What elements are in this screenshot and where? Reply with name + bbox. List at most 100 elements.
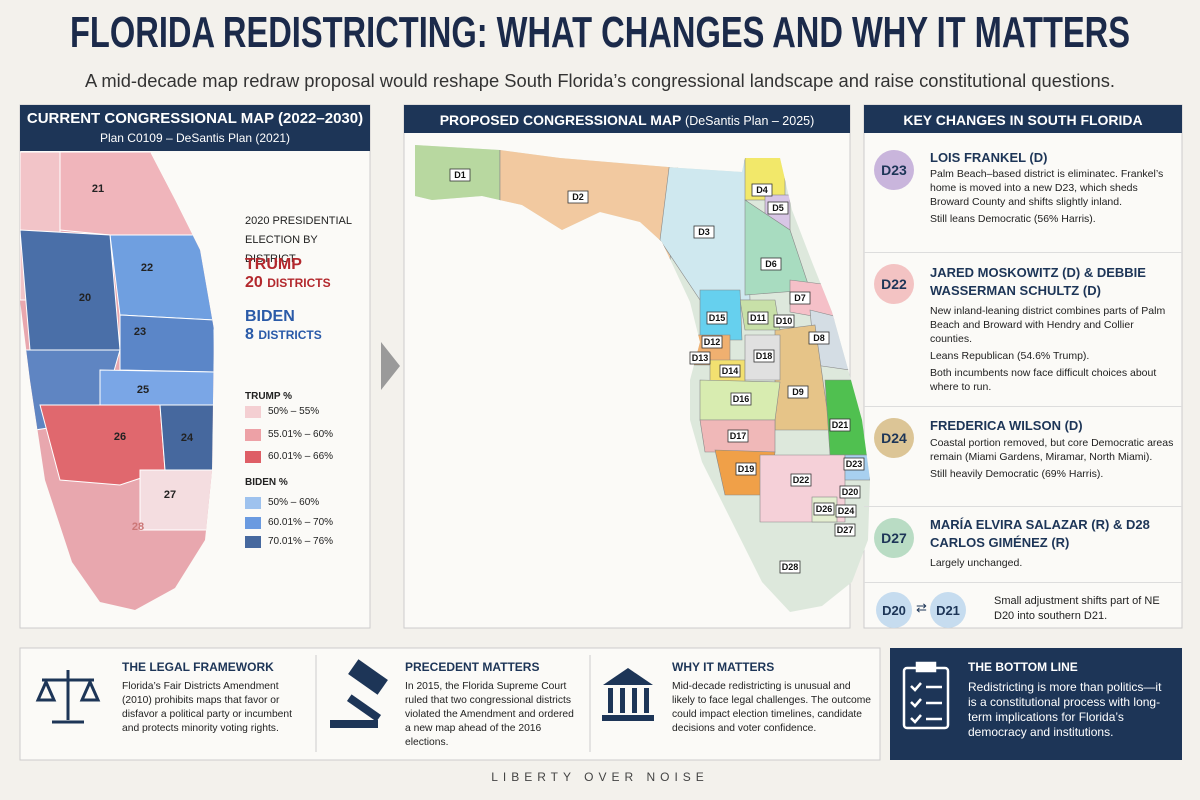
district-label: D11: [750, 313, 766, 323]
body: Coastal portion removed, but core Democr…: [930, 436, 1175, 484]
district-label: D23: [846, 459, 863, 469]
change-item: D27 MARÍA ELVIRA SALAZAR (R) & D28 CARLO…: [864, 506, 1182, 583]
label-box: [701, 335, 723, 349]
title-text: PROPOSED CONGRESSIONAL MAP: [439, 112, 682, 128]
heading: LOIS FRANKEL (D): [930, 150, 1048, 165]
label-box: [835, 504, 857, 518]
label-box: [760, 257, 782, 271]
election-title: 2020 PRESIDENTIAL ELECTION BY DISTRICT: [245, 215, 352, 265]
district-label: D14: [722, 366, 739, 376]
district-label: D7: [794, 293, 806, 303]
left-header: [20, 105, 370, 151]
district: [139, 469, 214, 531]
building-icon: [602, 668, 654, 721]
district-label: 24: [181, 432, 194, 444]
district-label: 28: [132, 521, 144, 533]
heading: FREDERICA WILSON (D): [930, 418, 1083, 433]
label-box: [829, 418, 851, 432]
legend-item: 70.01% – 76%: [268, 536, 334, 547]
bottom-line: THE BOTTOM LINE Redistricting is more tha…: [968, 660, 1173, 740]
para: Both incumbents now face difficult choic…: [930, 367, 1157, 393]
para: Largely unchanged.: [930, 557, 1023, 569]
unit: DISTRICTS: [258, 328, 322, 342]
legend-item: 55.01% – 60%: [268, 429, 334, 440]
district-label: D12: [704, 337, 721, 347]
swatch: [245, 451, 261, 463]
change-item: D22 JARED MOSKOWITZ (D) & DEBBIE WASSERM…: [864, 252, 1182, 407]
district-label: 26: [114, 431, 126, 443]
district-label: D27: [837, 525, 854, 535]
section-text: In 2015, the Florida Supreme Court ruled…: [405, 681, 574, 748]
label-box: [706, 311, 728, 325]
heading: MARÍA ELVIRA SALAZAR (R) & D28 CARLOS GI…: [930, 517, 1150, 550]
district-label: 20: [79, 292, 91, 304]
panel-title: CURRENT CONGRESSIONAL MAP (2022–2030): [26, 110, 364, 127]
district-label: D26: [816, 504, 833, 514]
bottom-section: THE LEGAL FRAMEWORK Florida’s Fair Distri…: [122, 660, 307, 736]
count: 20: [245, 274, 263, 291]
checklist-icon: [902, 661, 950, 730]
label-box: [839, 485, 861, 499]
label-box: [773, 314, 795, 328]
district-label: D8: [813, 333, 825, 343]
section-title: THE BOTTOM LINE: [968, 660, 1078, 674]
district: [20, 229, 121, 351]
district-label: D22: [793, 475, 810, 485]
district-label: D13: [692, 353, 709, 363]
section-text: Mid-decade redistricting is unusual and …: [672, 681, 871, 734]
shift-text: Small adjustment shifts part of NE D20 i…: [994, 595, 1160, 622]
legend-title: TRUMP %: [245, 391, 293, 402]
district-label: D17: [730, 431, 747, 441]
district-label: D2: [572, 192, 584, 202]
district-label: D20: [842, 487, 859, 497]
swatch: [245, 517, 261, 529]
panel-title: KEY CHANGES IN SOUTH FLORIDA: [903, 112, 1143, 128]
change-item: D24 FREDERICA WILSON (D) Coastal portion…: [864, 406, 1182, 507]
swatch: [245, 497, 261, 509]
label-box: [843, 457, 865, 471]
name: TRUMP: [245, 256, 302, 273]
label-box: [787, 385, 809, 399]
district-label: D21: [832, 420, 849, 430]
body: Palm Beach–based district is eliminatec.…: [930, 167, 1175, 229]
subtitle: A mid-decade map redraw proposal would r…: [85, 70, 1115, 91]
label-box: [693, 225, 715, 239]
label-box: [730, 392, 752, 406]
legend-title: BIDEN %: [245, 477, 288, 488]
panel-subtitle: Plan C0109 – DeSantis Plan (2021): [99, 131, 291, 145]
section-title: PRECEDENT MATTERS: [405, 660, 540, 674]
label-box: [790, 473, 812, 487]
district: [99, 369, 214, 411]
change-item: D23 LOIS FRANKEL (D) Palm Beach–based di…: [864, 140, 1182, 253]
right-panel: [863, 104, 1183, 629]
label-box: [813, 502, 835, 516]
badge: D20: [876, 592, 912, 628]
label-box: [767, 201, 789, 215]
badge: D27: [874, 518, 914, 558]
swatch: [245, 536, 261, 548]
gavel-icon: [330, 659, 388, 728]
badge: D22: [874, 264, 914, 304]
label-box: [727, 429, 749, 443]
label-box: [808, 331, 830, 345]
para: Coastal portion removed, but core Democr…: [930, 437, 1174, 463]
district-label: D28: [782, 562, 799, 572]
footer: LIBERTY OVER NOISE: [491, 770, 709, 784]
trump-summary: TRUMP 20 DISTRICTS: [245, 256, 331, 292]
district-label: 21: [92, 183, 104, 195]
label-box: [779, 560, 801, 574]
swatch: [245, 406, 261, 418]
shift-item: D20 ⇄ D21 Small adjustment shifts part o…: [864, 582, 1182, 628]
district-label: D9: [792, 387, 804, 397]
district-label: D15: [709, 313, 726, 323]
district-label: 23: [134, 326, 146, 338]
scale-icon: [35, 670, 101, 724]
district: [159, 404, 214, 471]
section-title: WHY IT MATTERS: [672, 660, 775, 674]
district-label: D5: [772, 203, 784, 213]
district-label: 25: [137, 384, 149, 396]
biden-summary: BIDEN 8 DISTRICTS: [245, 308, 322, 344]
heading: JARED MOSKOWITZ (D) & DEBBIE WASSERMAN S…: [930, 265, 1146, 298]
bottom-panel: [19, 647, 881, 761]
